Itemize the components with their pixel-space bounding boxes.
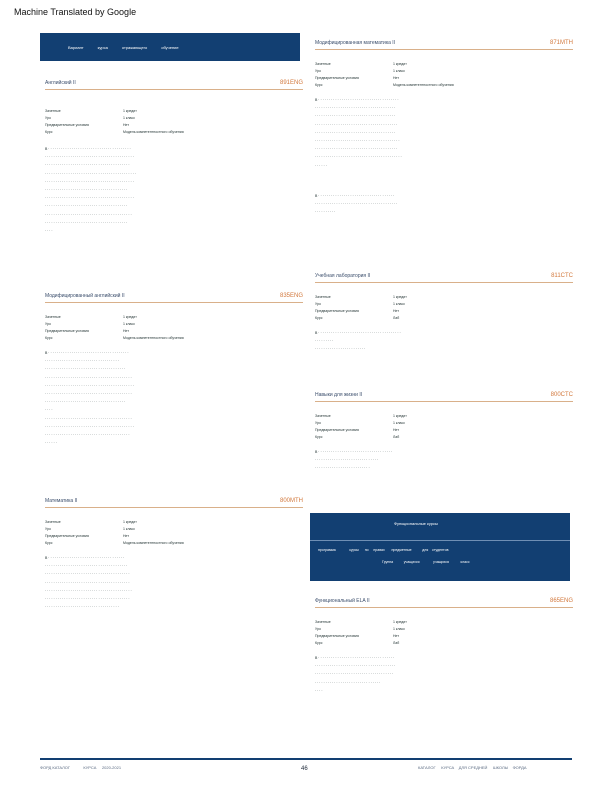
meta-grade: Уро 1 класс [45, 526, 135, 531]
course-title: Функциональный ELA II [315, 598, 370, 604]
meta-course: Курс Лаб [315, 315, 400, 320]
course-code: 800CTC [550, 392, 573, 398]
banner-word: обучение [161, 44, 179, 50]
course-code: 835ENG [279, 293, 303, 299]
functional-courses-banner: Функциональные курсы программа курсы по … [310, 513, 570, 581]
meta-prereq: Предварительные условия Нет [315, 308, 399, 313]
meta-course: Курс Модель компетентностного обучения [45, 540, 184, 545]
footer-right: КАТАЛОГ КУРСА ДЛЯ СРЕДНЕЙ ШКОЛЫ ФОРДА [418, 765, 527, 770]
meta-credits: Зачетные 1 кредит [45, 314, 137, 319]
course-title: Модифицированный английский II [45, 293, 125, 299]
course-title: Математика II [45, 498, 78, 504]
banner-line-1: программа курсы по правах предметные для… [318, 548, 449, 552]
meta-grade: Уро 1 класс [315, 301, 405, 306]
course-block: Модифицированный английский II 835ENG За… [45, 293, 303, 447]
meta-grade: Уро 1 класс [45, 115, 135, 120]
meta-grade: Уро 1 класс [315, 420, 405, 425]
meta-prereq: Предварительные условия Нет [315, 633, 399, 638]
course-header: Модифицированная математика II 871MTH [315, 40, 573, 50]
course-variant-banner: Вариант курса отражающего обучение [40, 33, 300, 61]
course-description-extra: В · · · · · · · · · · · · · · · · · · · … [315, 193, 398, 215]
meta-credits: Зачетные 1 кредит [45, 519, 137, 524]
meta-grade: Уро 1 класс [315, 626, 405, 631]
course-description: В · · · · · · · · · · · · · · · · · · · … [45, 351, 134, 446]
course-title: Английский II [45, 80, 76, 86]
course-block: Функциональный ELA II 865ENG Зачетные 1 к… [315, 598, 573, 695]
course-code: 865ENG [549, 598, 573, 604]
course-block: Английский II 891ENG Зачетные 1 кредит Ур… [45, 80, 303, 235]
course-header: Математика II 800MTH [45, 498, 303, 508]
course-header: Учебная лаборатория II 811CTC [315, 273, 573, 283]
course-block: Модифицированная математика II 871MTH За… [315, 40, 573, 216]
banner-word: курса [97, 44, 108, 50]
course-header: Модифицированный английский II 835ENG [45, 293, 303, 303]
course-block: Учебная лаборатория II 811CTC Зачетные 1 … [315, 273, 573, 354]
banner-divider [310, 540, 570, 541]
machine-translation-header: Machine Translated by Google [14, 7, 137, 17]
meta-credits: Зачетные 1 кредит [315, 619, 407, 624]
course-header: Функциональный ELA II 865ENG [315, 598, 573, 608]
footer-rule [40, 758, 572, 760]
meta-course: Курс Лаб [315, 640, 400, 645]
page-number: 46 [301, 766, 308, 772]
meta-grade: Уро 1 класс [45, 321, 135, 326]
meta-course: Курс Модель компетентностного обучения [45, 335, 184, 340]
course-block: Математика II 800MTH Зачетные 1 кредит Ур… [45, 498, 303, 611]
banner-title: Функциональные курсы [394, 521, 438, 526]
meta-prereq: Предварительные условия Нет [45, 122, 129, 127]
course-description: В · · · · · · · · · · · · · · · · · · · … [315, 331, 401, 352]
course-title: Модифицированная математика II [315, 40, 396, 46]
meta-credits: Зачетные 1 кредит [315, 413, 407, 418]
course-code: 800MTH [279, 498, 303, 504]
course-title: Учебная лаборатория II [315, 273, 371, 279]
meta-course: Курс Лаб [315, 434, 400, 439]
course-description: В · · · · · · · · · · · · · · · · · · · … [315, 656, 396, 693]
meta-credits: Зачетные 1 кредит [315, 61, 407, 66]
meta-prereq: Предварительные условия Нет [45, 533, 129, 538]
meta-prereq: Предварительные условия Нет [45, 328, 129, 333]
course-header: Английский II 891ENG [45, 80, 303, 90]
meta-grade: Уро 1 класс [315, 68, 405, 73]
course-description: В · · · · · · · · · · · · · · · · · · · … [315, 450, 393, 471]
banner-word: отражающего [121, 44, 148, 50]
meta-course: Курс Модель компетентностного обучения [315, 82, 454, 87]
course-code: 891ENG [279, 80, 303, 86]
footer-left: ФОРД КАТАЛОГ КУРСА 2020-2021 [40, 765, 122, 770]
meta-credits: Зачетные 1 кредит [315, 294, 407, 299]
course-code: 811CTC [551, 273, 573, 279]
course-description: В · · · · · · · · · · · · · · · · · · · … [45, 556, 132, 610]
course-description: В · · · · · · · · · · · · · · · · · · · … [315, 98, 402, 168]
course-code: 871MTH [549, 40, 573, 46]
course-description: В · · · · · · · · · · · · · · · · · · · … [45, 147, 136, 234]
banner-word: Вариант [68, 44, 84, 50]
course-header: Навыки для жизни II 800CTC [315, 392, 573, 402]
course-block: Навыки для жизни II 800CTC Зачетные 1 кре… [315, 392, 573, 473]
meta-prereq: Предварительные условия Нет [315, 427, 399, 432]
meta-course: Курс Модель компетентностного обучения [45, 129, 184, 134]
banner-line-2: Группа учащихся учащихся класс [382, 560, 470, 564]
meta-prereq: Предварительные условия Нет [315, 75, 399, 80]
course-title: Навыки для жизни II [315, 392, 363, 398]
meta-credits: Зачетные 1 кредит [45, 108, 137, 113]
